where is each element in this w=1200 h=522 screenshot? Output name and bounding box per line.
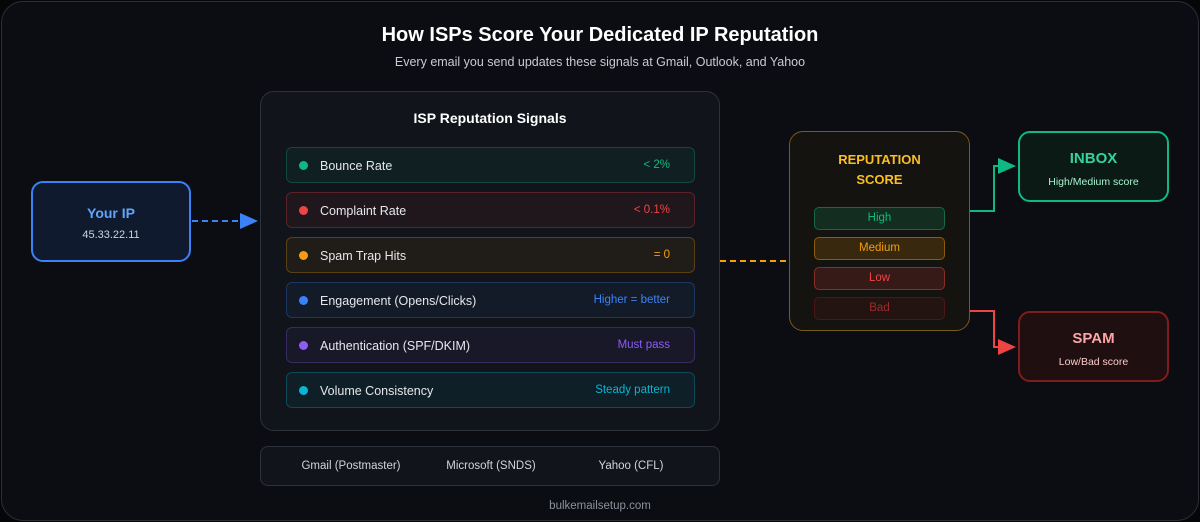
spam-subtitle: Low/Bad score <box>1058 356 1129 368</box>
score-level-low: Low <box>814 267 945 290</box>
signal-threshold: < 0.1% <box>633 204 670 216</box>
signal-label: Complaint Rate <box>320 204 407 218</box>
signal-threshold: Must pass <box>617 339 670 351</box>
inbox-subtitle: High/Medium score <box>1048 176 1139 188</box>
isp-tool-yahoo: Yahoo (CFL) <box>598 460 664 472</box>
score-title-line2: SCORE <box>856 172 903 187</box>
page-subtitle: Every email you send updates these signa… <box>394 55 806 69</box>
your-ip-address: 45.33.22.11 <box>82 229 140 241</box>
signal-threshold: Higher = better <box>593 294 670 306</box>
signal-dot-icon <box>299 296 308 305</box>
score-title-line1: REPUTATION <box>838 152 921 167</box>
signal-label: Engagement (Opens/Clicks) <box>320 294 477 308</box>
signal-label: Authentication (SPF/DKIM) <box>320 339 471 353</box>
signal-label: Volume Consistency <box>320 384 434 398</box>
score-level-bad: Bad <box>814 297 945 320</box>
isp-tool-gmail: Gmail (Postmaster) <box>301 460 401 472</box>
spam-node: SPAM Low/Bad score <box>1018 311 1169 382</box>
signals-panel: ISP Reputation Signals Bounce Rate < 2% Co… <box>260 91 720 431</box>
signal-dot-icon <box>299 341 308 350</box>
score-title: REPUTATION SCORE <box>790 150 969 190</box>
score-level-medium: Medium <box>814 237 945 260</box>
footer-domain: bulkemailsetup.com <box>549 500 651 512</box>
signal-threshold: Steady pattern <box>595 384 670 396</box>
isp-tool-microsoft: Microsoft (SNDS) <box>446 460 536 472</box>
your-ip-label: Your IP <box>87 205 135 221</box>
reputation-score-node: REPUTATION SCORE High Medium Low Bad <box>789 131 970 331</box>
signal-row: Volume Consistency Steady pattern <box>286 372 695 408</box>
signal-label: Spam Trap Hits <box>320 249 407 263</box>
signal-threshold: < 2% <box>643 159 670 171</box>
isp-tools-bar: Gmail (Postmaster) Microsoft (SNDS) Yaho… <box>260 446 720 486</box>
your-ip-node: Your IP 45.33.22.11 <box>31 181 191 262</box>
signal-row: Engagement (Opens/Clicks) Higher = better <box>286 282 695 318</box>
signal-dot-icon <box>299 161 308 170</box>
signal-row: Spam Trap Hits = 0 <box>286 237 695 273</box>
signals-title: ISP Reputation Signals <box>413 110 567 126</box>
page-title: How ISPs Score Your Dedicated IP Reputat… <box>381 24 819 46</box>
signal-dot-icon <box>299 386 308 395</box>
signal-label: Bounce Rate <box>320 159 393 173</box>
score-level-high: High <box>814 207 945 230</box>
signal-threshold: = 0 <box>653 249 670 261</box>
spam-title: SPAM <box>1072 330 1115 347</box>
inbox-node: INBOX High/Medium score <box>1018 131 1169 202</box>
signal-dot-icon <box>299 251 308 260</box>
inbox-title: INBOX <box>1069 150 1118 167</box>
signal-row: Complaint Rate < 0.1% <box>286 192 695 228</box>
signal-row: Bounce Rate < 2% <box>286 147 695 183</box>
signal-dot-icon <box>299 206 308 215</box>
signal-row: Authentication (SPF/DKIM) Must pass <box>286 327 695 363</box>
